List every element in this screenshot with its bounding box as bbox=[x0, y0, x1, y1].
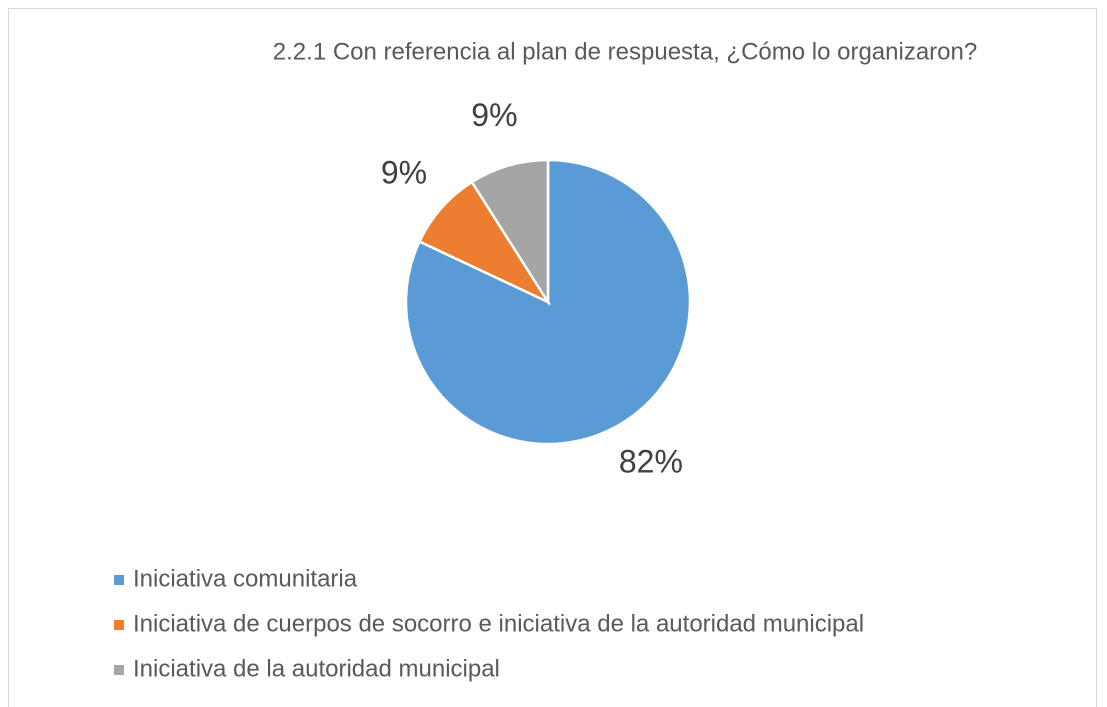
data-label: 9% bbox=[381, 154, 427, 190]
data-label: 9% bbox=[471, 97, 517, 133]
legend-label: Iniciativa comunitaria bbox=[133, 565, 358, 592]
legend-swatch bbox=[114, 665, 124, 675]
legend-label: Iniciativa de cuerpos de socorro e inici… bbox=[133, 610, 864, 637]
data-label: 82% bbox=[619, 444, 683, 480]
legend-swatch bbox=[114, 575, 124, 585]
pie-slice bbox=[417, 180, 552, 305]
chart-title: 2.2.1 Con referencia al plan de respuest… bbox=[273, 38, 977, 65]
legend-label: Iniciativa de la autoridad municipal bbox=[133, 655, 500, 682]
pie-slice bbox=[470, 158, 550, 307]
legend-swatch bbox=[114, 620, 124, 630]
